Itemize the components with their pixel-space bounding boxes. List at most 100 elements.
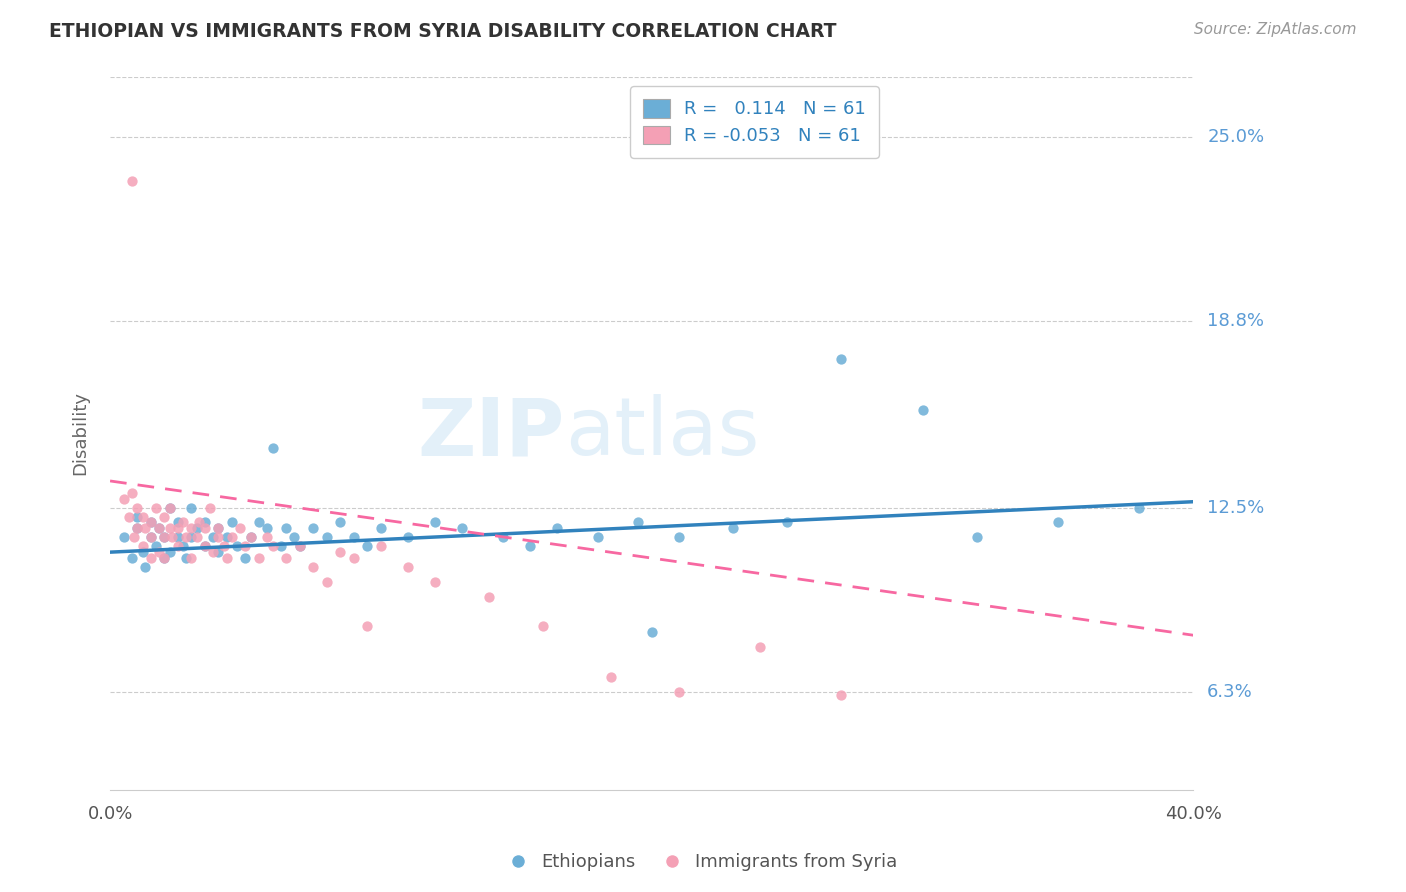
Point xyxy=(172,516,194,530)
Point xyxy=(207,530,229,544)
Point xyxy=(159,545,181,559)
Point xyxy=(134,521,156,535)
Legend: R =   0.114   N = 61, R = -0.053   N = 61: R = 0.114 N = 61, R = -0.053 N = 61 xyxy=(630,87,879,158)
Point xyxy=(148,545,170,559)
Point xyxy=(201,545,224,559)
Point xyxy=(201,530,224,544)
Text: 25.0%: 25.0% xyxy=(1208,128,1264,145)
Point xyxy=(166,516,188,530)
Text: Source: ZipAtlas.com: Source: ZipAtlas.com xyxy=(1194,22,1357,37)
Point xyxy=(194,516,217,530)
Point xyxy=(221,516,243,530)
Point xyxy=(174,530,197,544)
Point xyxy=(174,551,197,566)
Point xyxy=(180,530,202,544)
Point xyxy=(451,521,474,535)
Point xyxy=(356,619,378,633)
Point xyxy=(148,521,170,535)
Point xyxy=(721,521,744,535)
Text: 6.3%: 6.3% xyxy=(1208,682,1253,700)
Text: atlas: atlas xyxy=(565,394,759,473)
Point xyxy=(124,530,146,544)
Point xyxy=(212,539,235,553)
Point xyxy=(127,521,149,535)
Point xyxy=(127,509,149,524)
Point xyxy=(270,539,292,553)
Point xyxy=(127,521,149,535)
Point xyxy=(641,625,664,640)
Point xyxy=(153,530,176,544)
Text: 12.5%: 12.5% xyxy=(1208,499,1264,516)
Point xyxy=(139,516,162,530)
Point xyxy=(423,516,446,530)
Point xyxy=(180,500,202,515)
Point xyxy=(139,551,162,566)
Point xyxy=(315,574,337,589)
Point xyxy=(283,530,305,544)
Point xyxy=(343,551,366,566)
Point xyxy=(207,521,229,535)
Point xyxy=(396,530,419,544)
Point xyxy=(145,500,167,515)
Point xyxy=(668,530,690,544)
Point xyxy=(329,516,352,530)
Point xyxy=(200,500,222,515)
Point xyxy=(118,509,141,524)
Text: ETHIOPIAN VS IMMIGRANTS FROM SYRIA DISABILITY CORRELATION CHART: ETHIOPIAN VS IMMIGRANTS FROM SYRIA DISAB… xyxy=(49,22,837,41)
Point xyxy=(159,500,181,515)
Y-axis label: Disability: Disability xyxy=(72,392,89,475)
Point xyxy=(370,521,392,535)
Point xyxy=(139,530,162,544)
Point xyxy=(423,574,446,589)
Point xyxy=(830,352,852,367)
Point xyxy=(235,551,257,566)
Point xyxy=(186,530,208,544)
Point xyxy=(966,530,988,544)
Point xyxy=(274,521,297,535)
Point xyxy=(186,521,208,535)
Point xyxy=(207,545,229,559)
Point xyxy=(749,640,772,654)
Point xyxy=(134,560,156,574)
Point xyxy=(343,530,366,544)
Point xyxy=(302,560,325,574)
Text: 18.8%: 18.8% xyxy=(1208,311,1264,330)
Point xyxy=(215,551,238,566)
Point xyxy=(148,521,170,535)
Point xyxy=(131,509,153,524)
Point xyxy=(139,516,162,530)
Point xyxy=(776,516,799,530)
Point xyxy=(600,670,623,684)
Point xyxy=(112,491,135,506)
Point xyxy=(215,530,238,544)
Point xyxy=(221,530,243,544)
Point xyxy=(166,530,188,544)
Point xyxy=(256,521,278,535)
Point xyxy=(478,590,501,604)
Point xyxy=(180,551,202,566)
Point xyxy=(302,521,325,535)
Point xyxy=(1046,516,1069,530)
Text: ZIP: ZIP xyxy=(418,394,565,473)
Point xyxy=(153,551,176,566)
Point xyxy=(356,539,378,553)
Point xyxy=(239,530,262,544)
Point xyxy=(194,539,217,553)
Point xyxy=(145,539,167,553)
Point xyxy=(247,551,270,566)
Point xyxy=(121,485,143,500)
Point xyxy=(172,539,194,553)
Point xyxy=(207,521,229,535)
Point xyxy=(519,539,541,553)
Point xyxy=(127,500,149,515)
Point xyxy=(229,521,252,535)
Point xyxy=(226,539,249,553)
Point xyxy=(239,530,262,544)
Point xyxy=(166,539,188,553)
Point xyxy=(1128,500,1150,515)
Point xyxy=(492,530,515,544)
Point xyxy=(153,530,176,544)
Point xyxy=(153,509,176,524)
Point xyxy=(329,545,352,559)
Point xyxy=(247,516,270,530)
